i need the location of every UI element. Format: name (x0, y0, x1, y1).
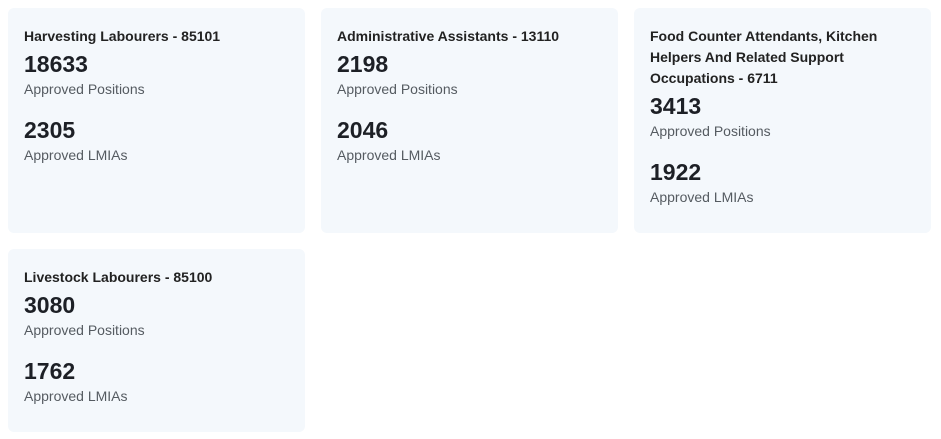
occupation-card: Food Counter Attendants, Kitchen Helpers… (634, 8, 931, 233)
card-title: Livestock Labourers - 85100 (24, 269, 213, 285)
positions-label: Approved Positions (24, 322, 145, 338)
positions-metric: 3413 Approved Positions (650, 92, 915, 141)
lmias-value: 1922 (650, 159, 702, 185)
lmias-label: Approved LMIAs (337, 147, 441, 163)
card-title: Administrative Assistants - 13110 (337, 28, 560, 44)
lmias-metric: 1922 Approved LMIAs (650, 158, 915, 207)
lmias-metric: 1762 Approved LMIAs (24, 357, 289, 406)
positions-value: 18633 (24, 51, 88, 77)
lmias-value: 1762 (24, 358, 76, 384)
lmias-label: Approved LMIAs (24, 388, 128, 404)
lmias-metric: 2305 Approved LMIAs (24, 116, 289, 165)
positions-value: 2198 (337, 51, 389, 77)
occupation-card: Administrative Assistants - 13110 2198 A… (321, 8, 618, 233)
occupation-card: Livestock Labourers - 85100 3080 Approve… (8, 249, 305, 432)
positions-metric: 18633 Approved Positions (24, 50, 289, 99)
positions-label: Approved Positions (650, 123, 771, 139)
occupation-card: Harvesting Labourers - 85101 18633 Appro… (8, 8, 305, 233)
positions-value: 3080 (24, 292, 76, 318)
positions-value: 3413 (650, 93, 702, 119)
positions-metric: 2198 Approved Positions (337, 50, 602, 99)
positions-label: Approved Positions (337, 81, 458, 97)
lmias-value: 2305 (24, 117, 76, 143)
card-title: Food Counter Attendants, Kitchen Helpers… (650, 28, 878, 86)
lmias-metric: 2046 Approved LMIAs (337, 116, 602, 165)
positions-label: Approved Positions (24, 81, 145, 97)
positions-metric: 3080 Approved Positions (24, 291, 289, 340)
lmias-value: 2046 (337, 117, 389, 143)
lmias-label: Approved LMIAs (24, 147, 128, 163)
lmias-label: Approved LMIAs (650, 189, 754, 205)
card-title: Harvesting Labourers - 85101 (24, 28, 221, 44)
